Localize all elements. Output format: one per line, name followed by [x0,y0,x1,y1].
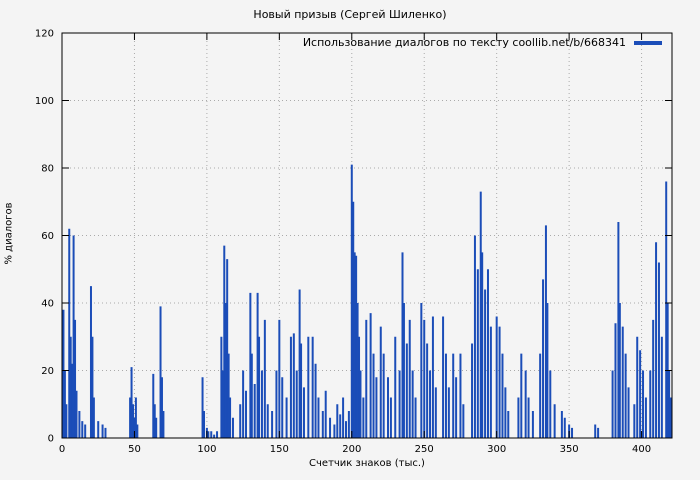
x-tick-label: 50 [128,444,141,455]
legend: Использование диалогов по тексту coollib… [303,36,662,49]
x-axis-label: Счетчик знаков (тыс.) [309,458,425,469]
x-tick-label: 150 [270,444,289,455]
x-tick-label: 400 [632,444,651,455]
y-tick-label: 100 [35,96,54,107]
y-tick-label: 0 [48,434,54,445]
y-axis-label: % диалогов [3,202,15,265]
x-tick-label: 100 [197,444,216,455]
legend-label: Использование диалогов по тексту coollib… [302,36,626,49]
y-tick-label: 80 [41,164,54,175]
y-tick-label: 120 [35,29,54,40]
x-tick-label: 0 [59,444,65,455]
y-tick-label: 40 [41,299,54,310]
x-tick-label: 200 [342,444,361,455]
x-tick-label: 350 [560,444,579,455]
x-tick-label: 250 [415,444,434,455]
x-tick-label: 300 [487,444,506,455]
legend-swatch [634,40,662,45]
y-tick-label: 60 [41,231,54,242]
chart-title: Новый призыв (Сергей Шиленко) [253,8,447,21]
y-tick-label: 20 [41,366,54,377]
